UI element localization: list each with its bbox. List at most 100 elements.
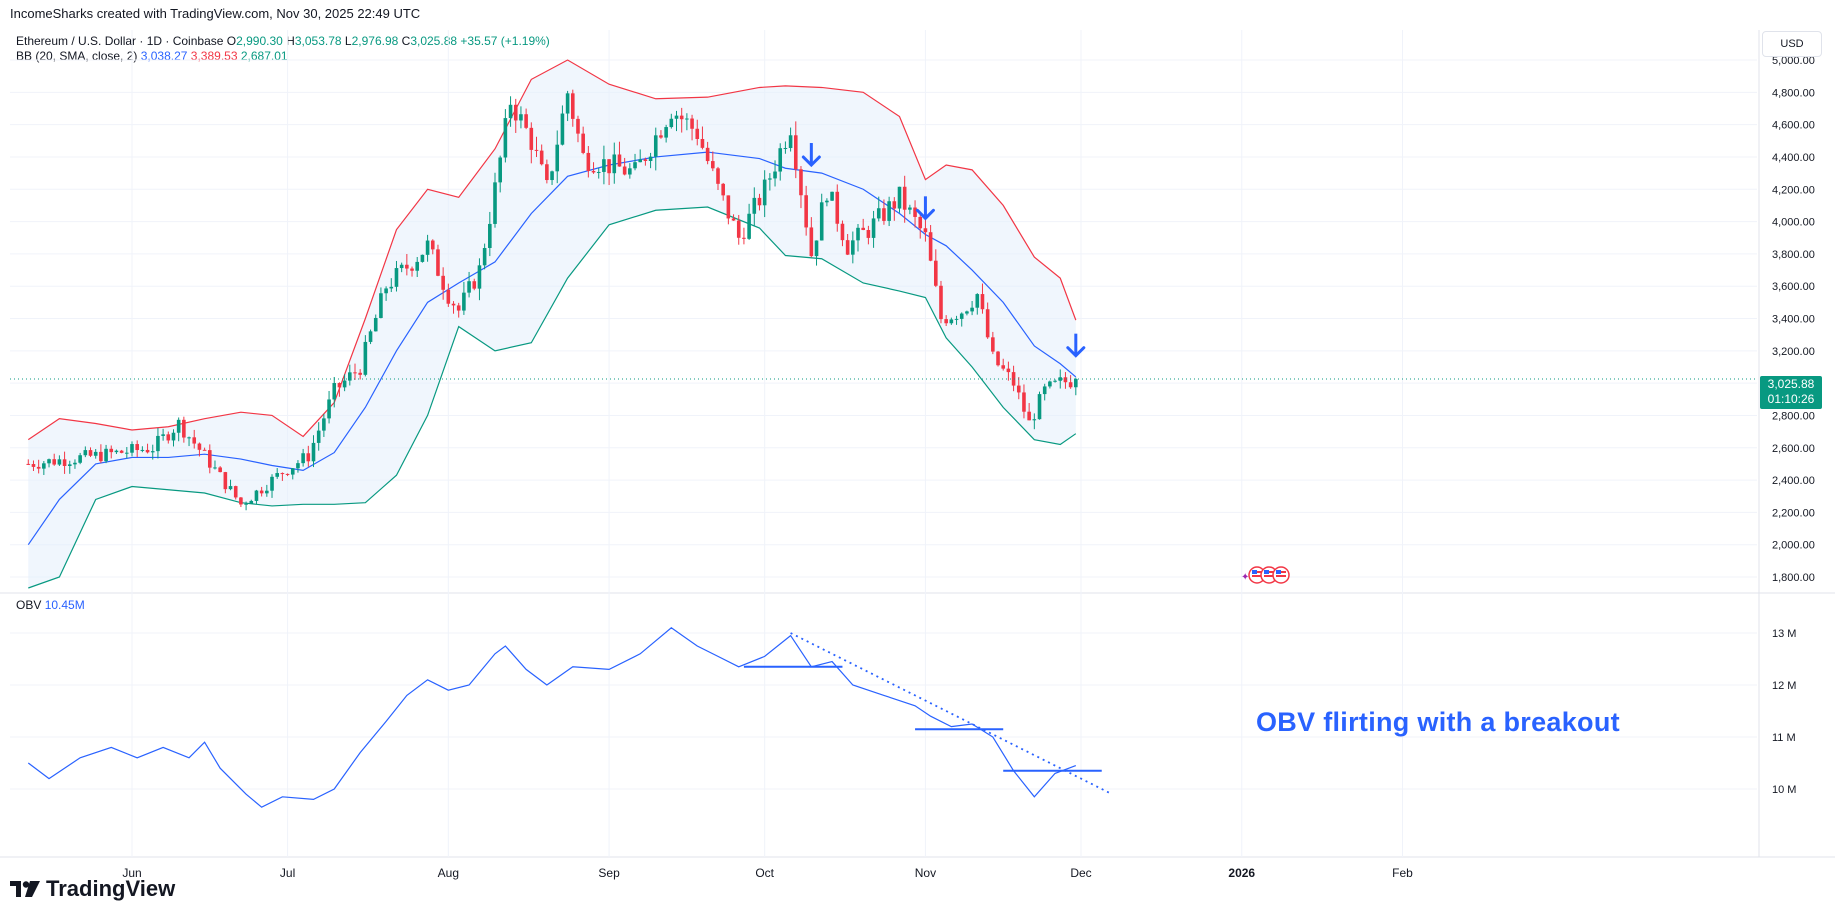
candlestick-series	[26, 89, 1078, 511]
candle-body	[726, 195, 731, 219]
candle-body	[778, 148, 783, 172]
candle-body	[560, 113, 565, 145]
candle-body	[586, 152, 591, 171]
time-tick-label: Sep	[598, 866, 620, 880]
change-value: +35.57 (+1.19%)	[460, 34, 550, 48]
time-tick-label: Oct	[755, 866, 774, 880]
candle-body	[405, 264, 409, 269]
candle-body	[182, 419, 186, 438]
candle-body	[633, 162, 637, 169]
candle-body	[275, 473, 280, 477]
candle-body	[1016, 385, 1021, 393]
candle-body	[545, 164, 549, 181]
candle-body	[513, 104, 518, 121]
candle-body	[970, 307, 974, 312]
price-tick-label: 2,800.00	[1772, 410, 1815, 422]
candle-body	[47, 459, 51, 464]
candle-body	[524, 114, 528, 128]
candle-body	[135, 444, 139, 451]
candle-body	[462, 292, 466, 311]
candle-body	[249, 500, 254, 504]
candle-body	[358, 372, 362, 375]
candle-body	[1042, 386, 1047, 395]
candle-body	[150, 451, 155, 453]
candle-body	[757, 197, 762, 206]
candle-body	[368, 331, 373, 342]
candle-body	[202, 449, 207, 451]
candle-body	[239, 497, 243, 505]
price-tick-label: 4,800.00	[1772, 87, 1815, 99]
candle-body	[607, 159, 611, 174]
candle-body	[99, 451, 103, 462]
candle-body	[1074, 378, 1078, 388]
candle-body	[648, 156, 653, 161]
price-tick-label: 5,000.00	[1772, 55, 1815, 67]
time-tick-label: Feb	[1392, 866, 1413, 880]
candle-body	[145, 449, 150, 453]
candle-body	[928, 232, 933, 261]
candle-body	[197, 443, 202, 450]
open-value: 2,990.30	[236, 34, 283, 48]
symbol-label[interactable]: Ethereum / U.S. Dollar · 1D · Coinbase	[16, 34, 224, 48]
candle-body	[373, 317, 378, 332]
close-value: 3,025.88	[410, 34, 458, 48]
candle-body	[669, 118, 674, 128]
candle-body	[353, 372, 357, 374]
us-flag-event-icon[interactable]	[1260, 566, 1278, 584]
candle-body	[804, 195, 808, 228]
candle-body	[213, 467, 217, 469]
candle-body	[1027, 411, 1031, 421]
high-label: H	[286, 34, 295, 48]
bb-band-area	[28, 60, 1076, 588]
us-flag-event-icon[interactable]	[1248, 566, 1266, 584]
price-tick-label: 3,400.00	[1772, 314, 1815, 326]
obv-annotation-text: OBV flirting with a breakout	[1256, 707, 1620, 737]
last-price-value: 3,025.88	[1767, 377, 1815, 391]
candle-body	[695, 128, 700, 139]
candle-body	[643, 159, 648, 161]
us-flag-event-icon[interactable]	[1272, 566, 1290, 584]
arrow-head	[915, 208, 935, 221]
candle-body	[851, 240, 855, 255]
candle-body	[534, 149, 539, 151]
candle-body	[819, 202, 824, 241]
candle-body	[617, 154, 622, 167]
candle-body	[933, 260, 938, 286]
price-tick-label: 2,200.00	[1772, 507, 1815, 519]
candle-body	[861, 227, 865, 231]
candle-body	[939, 285, 943, 320]
candle-body	[840, 223, 845, 241]
candle-body	[265, 490, 269, 494]
candle-body	[954, 318, 959, 320]
candle-body	[814, 240, 819, 257]
candle-body	[140, 449, 145, 451]
currency-button[interactable]: USD	[1762, 31, 1822, 57]
candle-body	[451, 303, 456, 306]
chart-axes: 1,800.00 2,000.00 2,200.00 2,400.00 2,600.00…	[122, 55, 1815, 880]
economic-events: ✦	[1241, 566, 1290, 584]
candle-body	[768, 178, 772, 180]
candle-body	[576, 118, 580, 134]
candle-body	[223, 472, 228, 490]
candle-body	[830, 191, 834, 201]
candle-body	[985, 309, 990, 338]
candle-body	[1011, 372, 1016, 386]
candle-body	[436, 249, 440, 276]
obv-value: 10.45M	[44, 598, 85, 612]
candle-body	[747, 213, 751, 239]
obv-indicator-label[interactable]: OBV	[16, 598, 42, 612]
flag-stripe	[1276, 575, 1286, 577]
candle-body	[311, 442, 316, 462]
flag-canton	[1276, 570, 1281, 574]
candle-body	[93, 451, 98, 456]
tradingview-logo-icon	[10, 881, 40, 897]
event-sparkle-icon: ✦	[1241, 572, 1249, 583]
candle-body	[783, 147, 788, 149]
candle-body	[296, 463, 300, 469]
candle-body	[612, 154, 617, 174]
candle-body	[887, 201, 891, 221]
tradingview-logo[interactable]: TradingView	[10, 876, 175, 902]
candle-body	[389, 286, 394, 289]
candle-body	[529, 127, 534, 150]
